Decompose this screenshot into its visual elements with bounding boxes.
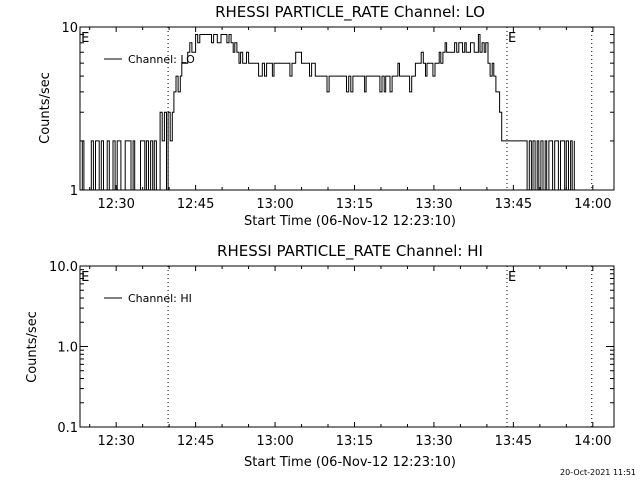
chart-hi-frame: [79, 265, 615, 428]
x-tick-label: 13:00: [256, 197, 293, 212]
chart-hi-title: RHESSI PARTICLE_RATE Channel: HI: [217, 242, 483, 261]
chart-lo-y-ticks: 1 10: [61, 21, 614, 199]
chart-lo-series-line: [80, 34, 575, 191]
chart-hi-y-ticks: 0.1 1.0 10.0: [49, 260, 614, 436]
event-marker-label: E: [508, 31, 516, 46]
chart-lo-legend: Channel: LO: [104, 53, 195, 66]
x-tick-label: 12:30: [97, 434, 134, 449]
chart-hi-xlabel: Start Time (06-Nov-12 12:23:10): [244, 455, 456, 470]
event-marker-label: E: [508, 270, 516, 285]
chart-lo-ylabel: Counts/sec: [38, 72, 53, 144]
chart-hi-ylabel: Counts/sec: [25, 311, 40, 383]
y-tick-label: 10.0: [49, 260, 78, 275]
chart-lo-xlabel: Start Time (06-Nov-12 12:23:10): [244, 214, 456, 229]
x-tick-label: 13:45: [495, 197, 532, 212]
y-tick-label: 1.0: [57, 341, 78, 356]
x-tick-label: 13:30: [415, 197, 452, 212]
chart-hi-legend-label: Channel: HI: [128, 292, 192, 305]
chart-hi-legend: Channel: HI: [104, 292, 192, 305]
timestamp-stamp: 20-Oct-2021 11:51: [560, 468, 636, 477]
chart-lo-legend-label: Channel: LO: [128, 53, 195, 66]
x-tick-label: 12:30: [97, 197, 134, 212]
x-tick-label: 12:45: [177, 434, 214, 449]
x-tick-label: 13:30: [415, 434, 452, 449]
event-marker-label: E: [81, 31, 89, 46]
event-marker-label: E: [81, 270, 89, 285]
chart-lo-x-ticks: 12:30 12:45 13:00 13:15 13:30 13:45 14:00: [89, 27, 612, 212]
y-tick-label: 10: [61, 21, 78, 36]
x-tick-label: 13:45: [495, 434, 532, 449]
chart-lo: RHESSI PARTICLE_RATE Channel: LO 12:30 12…: [38, 3, 615, 229]
chart-lo-title: RHESSI PARTICLE_RATE Channel: LO: [215, 3, 485, 22]
x-tick-label: 14:00: [574, 434, 611, 449]
x-tick-label: 14:00: [574, 197, 611, 212]
y-tick-label: 0.1: [57, 421, 78, 436]
x-tick-label: 13:00: [256, 434, 293, 449]
y-tick-label: 1: [70, 184, 78, 199]
x-tick-label: 13:15: [336, 197, 373, 212]
x-tick-label: 12:45: [177, 197, 214, 212]
chart-hi: RHESSI PARTICLE_RATE Channel: HI 12:30 12…: [25, 242, 615, 470]
chart-hi-x-ticks: 12:30 12:45 13:00 13:15 13:30 13:45 14:00: [89, 266, 612, 449]
chart-lo-frame: [79, 26, 615, 191]
x-tick-label: 13:15: [336, 434, 373, 449]
